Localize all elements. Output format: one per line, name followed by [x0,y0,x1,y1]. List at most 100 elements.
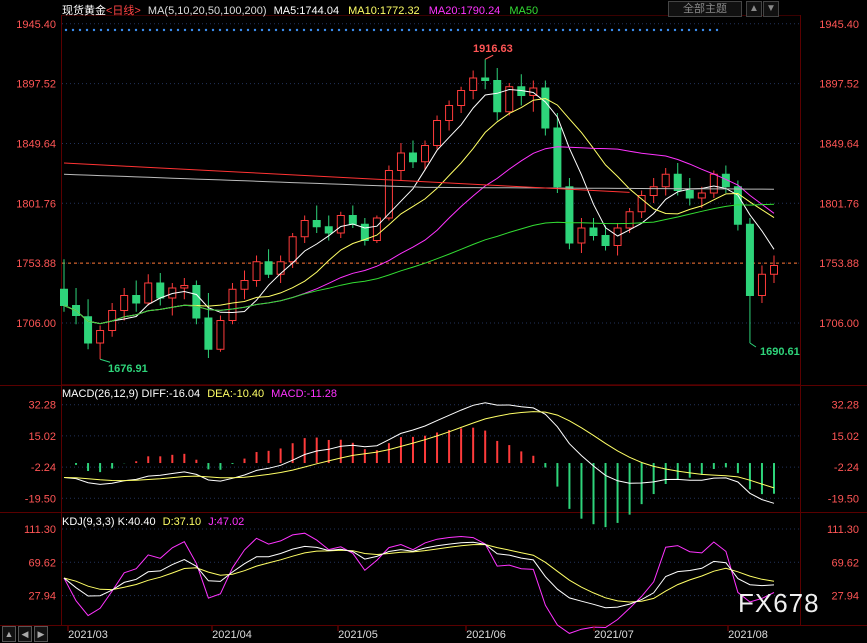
candle-down [589,227,598,236]
event-marker [155,28,159,32]
candle-up [180,285,189,289]
kdj-tick-label-right: 111.30 [827,524,859,536]
candle-down [324,226,333,234]
candle-up [372,217,381,241]
event-marker [183,28,187,32]
event-marker [197,28,201,32]
ma5-line [63,88,775,325]
price-tick-label-right: 1897.52 [819,79,859,91]
candle-down [84,316,93,344]
macd-header: MACD(26,12,9) DIFF:-16.04 DEA:-10.40 MAC… [62,388,337,400]
event-marker [421,28,425,32]
period-label[interactable]: <日线> [106,5,141,17]
event-marker [484,28,488,32]
event-marker [526,28,530,32]
ma50-value: MA50 [509,5,539,17]
macd-tick-label-left: -19.50 [25,493,56,505]
event-marker [435,28,439,32]
candle-up [445,105,454,121]
event-marker [407,28,411,32]
macd-diff-line [63,402,775,504]
tab-prev[interactable]: ◀ [18,626,32,642]
event-marker [582,28,586,32]
candle-down [192,285,201,319]
event-marker [323,28,327,32]
event-marker [428,28,432,32]
kdj-tick-label-left: 27.94 [28,591,56,603]
theme-dropdown[interactable]: 全部主题 [668,1,742,17]
scroll-down-button[interactable]: ▼ [763,1,779,17]
candle-up [613,227,622,246]
event-marker [400,28,404,32]
candle-down [60,288,68,306]
kdj-tick-label-left: 111.30 [24,524,56,536]
low-annotation-2: 1690.61 [760,346,800,358]
ma50-line [63,203,775,325]
candle-down [348,215,357,225]
event-marker [610,28,614,32]
candle-up [433,120,442,146]
event-marker [337,28,341,32]
event-marker [148,28,152,32]
candle-down [132,295,141,304]
event-marker [617,28,621,32]
event-marker [239,28,243,32]
candle-up [96,330,105,344]
event-marker [92,28,96,32]
event-marker [106,28,110,32]
event-marker [162,28,166,32]
event-marker [316,28,320,32]
macd-label: MACD(26,12,9) [62,388,139,400]
event-marker [253,28,257,32]
instrument-name[interactable]: 现货黄金 [62,5,106,17]
event-marker [127,28,131,32]
macd-value: MACD:-11.28 [271,388,337,400]
event-marker [449,28,453,32]
kdj-header: KDJ(9,3,3) K:40.40 D:37.10 J:47.02 [62,516,244,528]
event-marker [540,28,544,32]
macd-tick-label-left: 32.28 [28,400,56,412]
event-marker [232,28,236,32]
scroll-up-button[interactable]: ▲ [746,1,762,17]
macd-tick-label-left: 15.02 [28,431,56,443]
event-marker [701,28,705,32]
candle-down [685,190,694,199]
event-marker [491,28,495,32]
ma100-line [63,173,775,190]
event-marker [281,28,285,32]
event-marker [64,28,68,32]
event-marker [204,28,208,32]
high-marker [484,54,494,60]
candle-up [252,261,261,281]
event-marker [554,28,558,32]
event-marker [694,28,698,32]
event-marker [120,28,124,32]
event-marker [330,28,334,32]
event-marker [596,28,600,32]
low-marker [749,342,757,348]
candle-down [156,282,165,299]
event-marker [645,28,649,32]
tab-scroll-up[interactable]: ▲ [2,626,16,642]
ma200-line [63,162,630,193]
candle-down [565,186,574,244]
kdj-tick-label-left: 69.62 [28,557,56,569]
event-marker [141,28,145,32]
macd-dea-line [63,411,775,489]
event-marker [295,28,299,32]
high-annotation: 1916.63 [473,43,513,55]
candle-up [300,220,309,238]
candle-up [709,173,718,194]
event-marker [624,28,628,32]
price-tick-label-right: 1801.76 [819,198,859,210]
time-tick-label: 2021/03 [68,629,108,641]
kdj-j: J:47.02 [208,516,245,528]
event-marker [631,28,635,32]
candle-up [288,236,297,263]
event-marker [652,28,656,32]
macd-diff: DIFF:-16.04 [141,388,201,400]
candle-up [120,295,129,311]
tab-next[interactable]: ▶ [34,626,48,642]
event-marker [225,28,229,32]
event-marker [379,28,383,32]
